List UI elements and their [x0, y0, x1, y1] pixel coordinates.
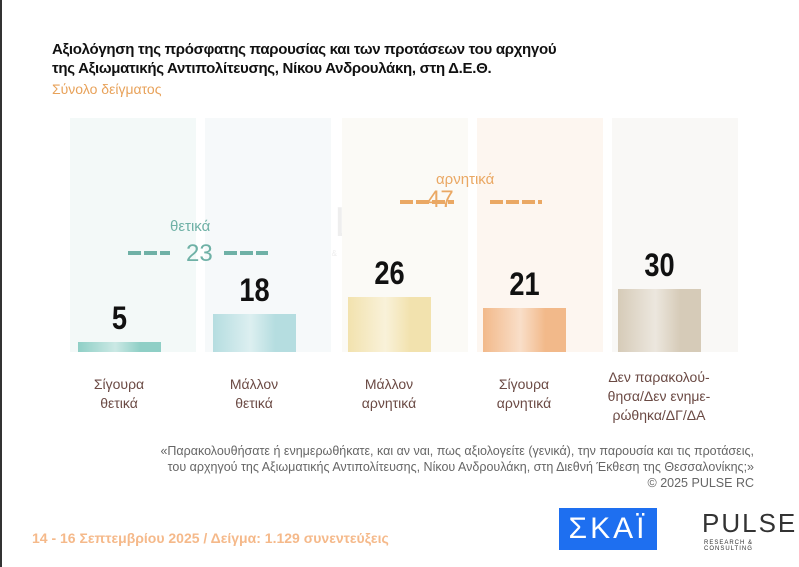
category-label-line: θησα/Δεν ενημε-	[607, 388, 711, 404]
category-label-line: θετικά	[235, 395, 273, 411]
bar	[78, 341, 161, 352]
category-label-line: Μάλλον	[364, 376, 414, 392]
group-label: θετικά	[170, 218, 211, 235]
skai-logo: ΣΚΑΪ	[559, 508, 657, 550]
category-label: Μάλλον θετικά	[189, 375, 319, 413]
data-label: 18	[239, 272, 270, 309]
category-label: Σίγουρα αρνητικά	[459, 375, 589, 413]
pulse-logo: PULSE	[702, 508, 798, 538]
group-total: 23	[186, 240, 213, 267]
category-label-line: αρνητικά	[496, 395, 552, 411]
chart-title: Αξιολόγηση της πρόσφατης παρουσίας και τ…	[52, 40, 557, 78]
group-bracket-line	[490, 200, 542, 204]
question-text: «Παρακολουθήσατε ή ενημερωθήκατε, και αν…	[160, 443, 754, 491]
category-label: Μάλλον αρνητικά	[324, 375, 454, 413]
group-bracket-line	[224, 251, 268, 255]
chart-subtitle: Σύνολο δείγματος	[52, 81, 162, 97]
category-label-line: θετικά	[100, 395, 138, 411]
data-label: 30	[644, 247, 675, 283]
category-label-line: αρνητικά	[361, 395, 417, 411]
category-label-line: Μάλλον	[229, 376, 279, 392]
category-label-line: Σίγουρα	[93, 376, 145, 392]
copyright: © 2025 PULSE RC	[647, 476, 754, 490]
category-label-line: Δεν παρακολού-	[608, 369, 710, 385]
bar	[348, 297, 431, 352]
pulse-logo-sub: RESEARCH & CONSULTING	[704, 540, 754, 552]
title-line: της Αξιωματικής Αντιπολίτευσης, Νίκου Αν…	[52, 60, 492, 77]
survey-footer: 14 - 16 Σεπτεμβρίου 2025 / Δείγμα: 1.129…	[32, 530, 389, 546]
question-line: «Παρακολουθήσατε ή ενημερωθήκατε, και αν…	[160, 444, 754, 458]
bar	[483, 307, 566, 352]
group-total: 47	[427, 186, 454, 214]
column-background	[205, 118, 331, 352]
category-label-line: ρώθηκα/ΔΓ/ΔΑ	[612, 407, 706, 423]
bar	[213, 314, 296, 352]
question-line: του αρχηγού της Αξιωματικής Αντιπολίτευσ…	[167, 460, 754, 474]
data-label: 26	[374, 255, 405, 292]
category-label: Σίγουρα θετικά	[54, 375, 184, 413]
group-label: αρνητικά	[436, 171, 495, 188]
bar	[618, 289, 701, 352]
data-label: 21	[509, 265, 540, 302]
group-bracket-line	[128, 251, 170, 255]
title-line: Αξιολόγηση της πρόσφατης παρουσίας και τ…	[52, 41, 557, 58]
category-label-line: Σίγουρα	[498, 376, 550, 392]
column-background	[70, 118, 196, 352]
category-label: Δεν παρακολού-θησα/Δεν ενημε-ρώθηκα/ΔΓ/Δ…	[594, 368, 724, 425]
watermark-sub: RESEARCH & CONSULTING	[267, 249, 413, 258]
group-bracket-line	[400, 200, 454, 204]
data-label: 5	[111, 299, 128, 336]
